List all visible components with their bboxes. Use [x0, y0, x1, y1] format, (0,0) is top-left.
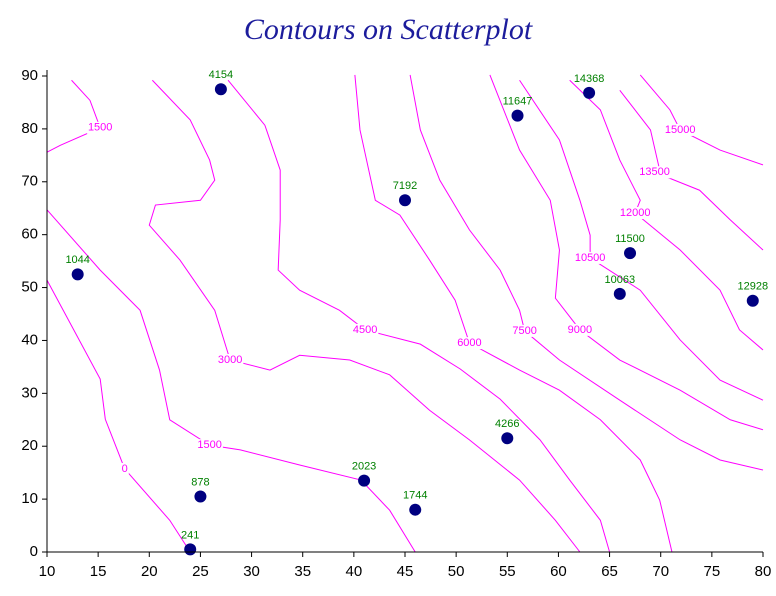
x-tick-label: 75 — [704, 563, 721, 580]
y-tick-label: 80 — [21, 120, 38, 137]
x-tick-label: 30 — [243, 563, 260, 580]
contour-line — [46, 79, 101, 153]
point — [409, 503, 422, 516]
chart-title: Contours on Scatterplot — [244, 13, 533, 46]
y-tick-label: 40 — [21, 331, 38, 348]
point-label: 14368 — [574, 73, 605, 85]
point — [583, 86, 596, 99]
contour-label: 1500 — [88, 122, 112, 134]
y-tick-label: 50 — [21, 279, 38, 296]
contour-line — [409, 74, 764, 471]
point-label: 2023 — [352, 461, 376, 473]
x-tick-label: 80 — [755, 563, 772, 580]
contour-label: 9000 — [568, 324, 592, 336]
contour-label-bg — [196, 439, 223, 452]
contour-label: 10500 — [575, 252, 606, 264]
point — [184, 543, 197, 556]
point — [613, 287, 626, 300]
y-tick-label: 20 — [21, 437, 38, 454]
y-tick-label: 30 — [21, 384, 38, 401]
x-tick-label: 70 — [652, 563, 669, 580]
x-tick-label: 50 — [448, 563, 465, 580]
y-tick-label: 70 — [21, 173, 38, 190]
contour-label-bg — [456, 337, 483, 350]
contour-label-bg — [566, 323, 594, 336]
point — [501, 432, 514, 445]
point-label: 878 — [191, 476, 209, 488]
contour-label: 1500 — [197, 439, 221, 451]
y-tick-label: 60 — [21, 226, 38, 243]
x-tick-label: 45 — [397, 563, 414, 580]
contour-label: 13500 — [639, 166, 670, 178]
x-tick-label: 25 — [192, 563, 209, 580]
y-tick-label: 0 — [30, 543, 38, 560]
contour-line — [227, 79, 611, 553]
y-tick-label: 10 — [21, 490, 38, 507]
x-tick-label: 55 — [499, 563, 516, 580]
contour-label: 12000 — [620, 207, 651, 219]
point-label: 10063 — [605, 274, 636, 286]
y-tick-label: 90 — [21, 67, 38, 84]
contour-line — [569, 79, 764, 351]
point-label: 4266 — [495, 418, 519, 430]
point — [358, 474, 371, 487]
contour-label: 15000 — [665, 124, 696, 136]
point-label: 4154 — [209, 69, 233, 81]
point-label: 7192 — [393, 180, 417, 192]
contour-label: 4500 — [353, 324, 377, 336]
point-label: 1044 — [65, 254, 89, 266]
point-label: 241 — [181, 529, 199, 541]
contour-label-bg — [216, 354, 244, 367]
point — [624, 247, 637, 260]
contour-label-bg — [120, 462, 129, 475]
x-tick-label: 35 — [294, 563, 311, 580]
point-label: 1744 — [403, 490, 427, 502]
point-label: 11647 — [503, 96, 533, 108]
point — [511, 109, 524, 122]
contour-label-bg — [351, 323, 379, 336]
contour-label: 3000 — [218, 354, 242, 366]
point-label: 12928 — [737, 281, 768, 293]
x-tick-label: 65 — [601, 563, 618, 580]
contour-line — [46, 209, 416, 553]
contour-label-bg — [511, 324, 538, 337]
point — [214, 83, 227, 96]
contour-line — [639, 74, 764, 166]
x-tick-label: 40 — [346, 563, 363, 580]
point — [71, 268, 84, 281]
point-label: 11500 — [615, 233, 645, 245]
x-tick-label: 60 — [550, 563, 567, 580]
contour-label-bg — [638, 166, 671, 179]
contour-label: 6000 — [457, 337, 481, 349]
contour-line — [46, 279, 191, 553]
contour-label-bg — [618, 206, 652, 219]
contour-line — [489, 74, 764, 431]
point — [399, 194, 411, 207]
contour-label: 7500 — [512, 325, 536, 337]
contour-label-bg — [86, 121, 114, 134]
point — [746, 294, 759, 307]
contour-label-bg — [573, 251, 607, 264]
contour-label-bg — [663, 123, 697, 136]
contour-label: 0 — [122, 463, 128, 475]
x-tick-label: 10 — [39, 563, 56, 580]
x-tick-label: 15 — [90, 563, 107, 580]
point — [194, 490, 207, 503]
x-tick-label: 20 — [141, 563, 158, 580]
contour-line — [354, 74, 673, 553]
